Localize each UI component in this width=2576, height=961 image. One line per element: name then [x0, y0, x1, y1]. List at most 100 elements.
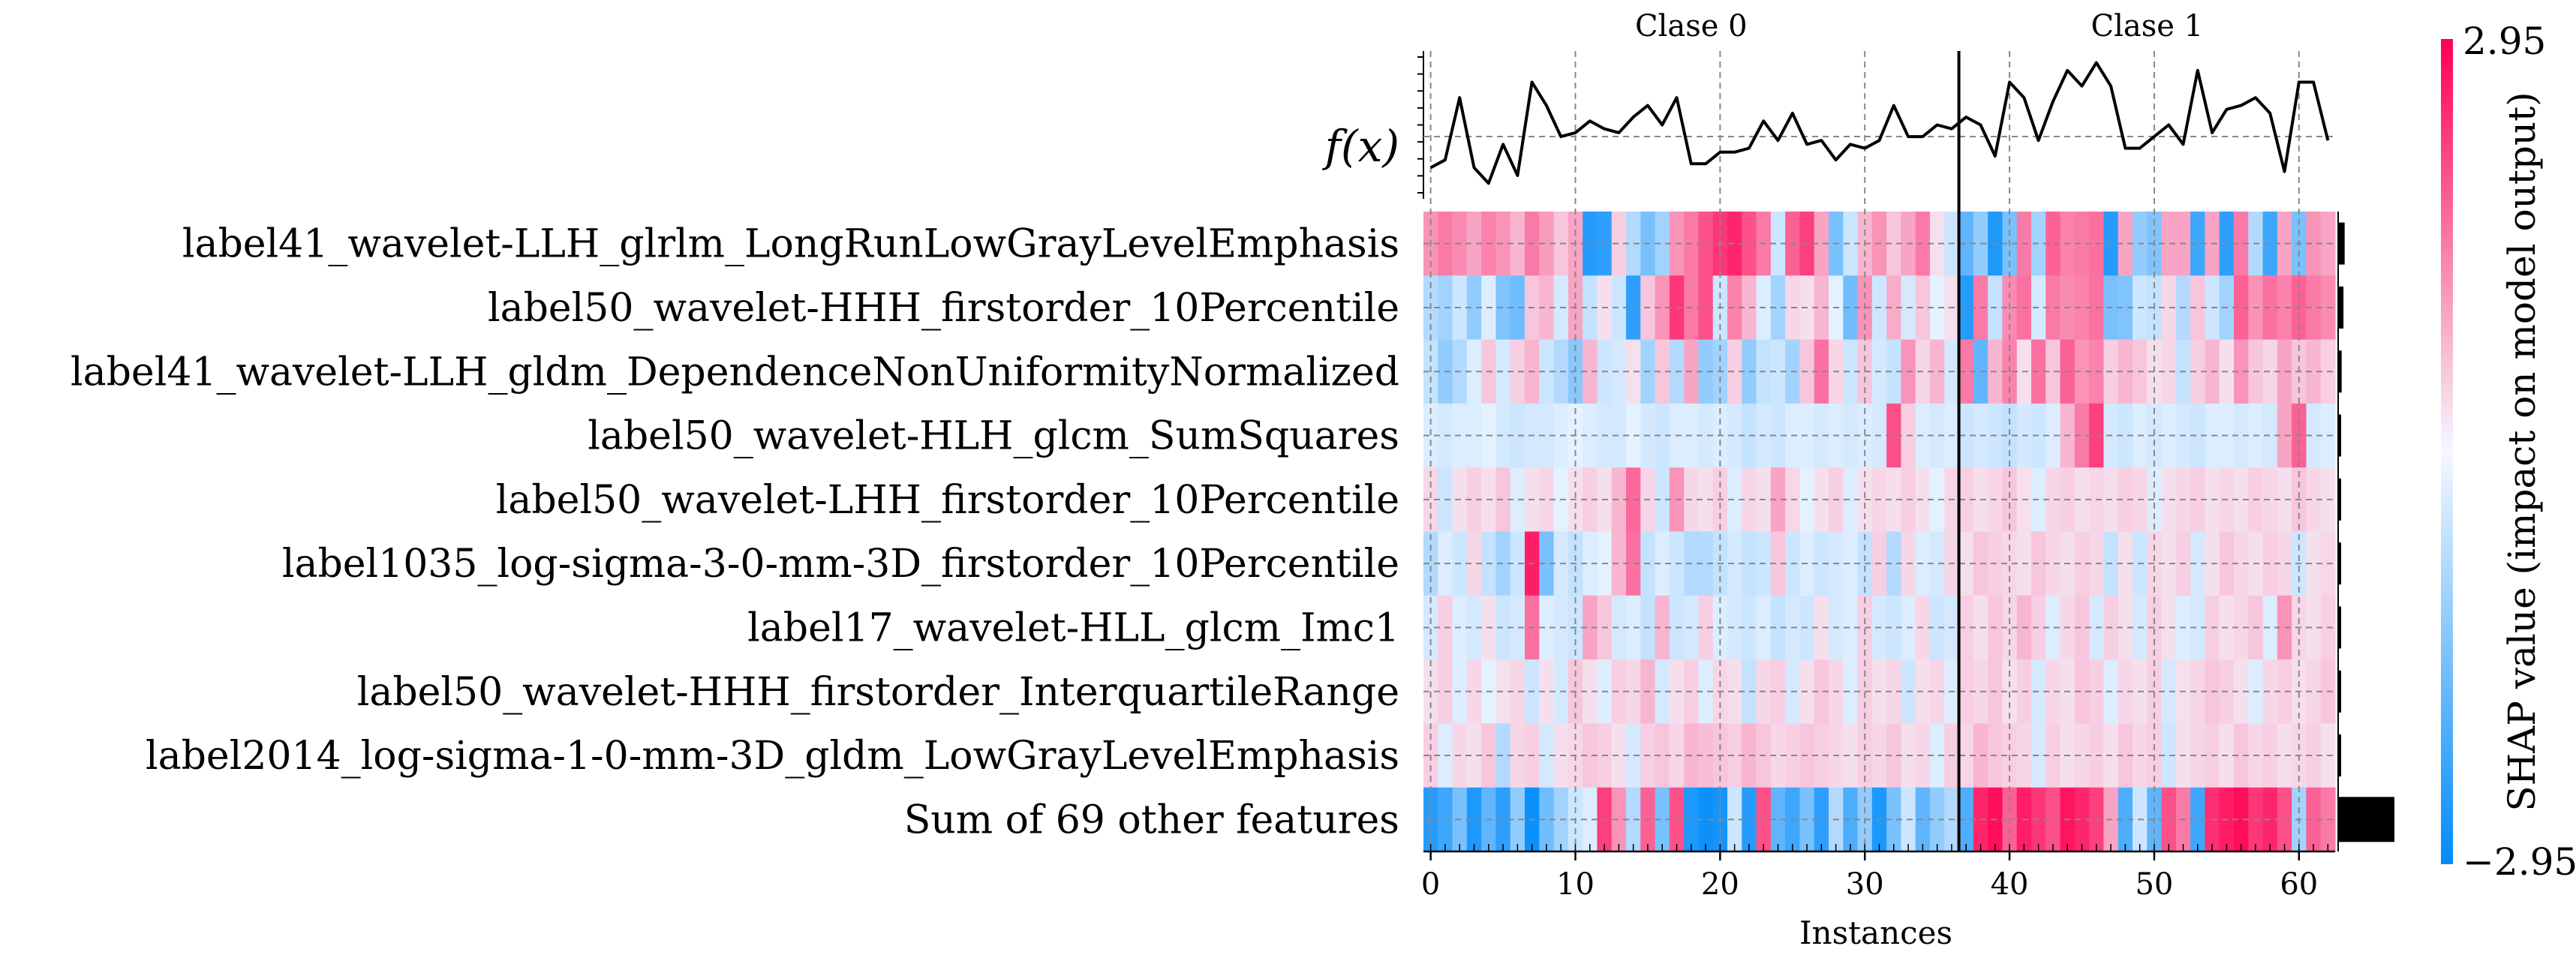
x-tick-label: 40 [1991, 867, 2029, 902]
heat-cell [1958, 403, 1974, 468]
heat-cell [2262, 723, 2278, 788]
heat-cell [2234, 339, 2249, 404]
heat-cell [1770, 531, 1786, 596]
heat-cell [2306, 659, 2322, 724]
heat-cell [1626, 723, 1641, 788]
heat-cell [2002, 467, 2018, 533]
heat-cell [1611, 275, 1627, 341]
heat-cell [2118, 787, 2133, 852]
heat-cell [2147, 595, 2163, 660]
heat-cell [2118, 595, 2133, 660]
heat-cell [1770, 659, 1786, 724]
heat-cell [2074, 339, 2090, 404]
x-axis-label: Instances [1799, 914, 1952, 951]
heat-cell [2277, 339, 2292, 404]
heat-cell [1583, 787, 1598, 852]
heat-cell [1423, 531, 1438, 596]
heat-cell [1958, 595, 1974, 660]
heat-cell [2045, 339, 2061, 404]
heat-cell [2190, 339, 2206, 404]
heat-cell [1958, 467, 1974, 533]
heat-cell [1843, 403, 1859, 468]
heat-cell [1727, 212, 1742, 276]
heat-cell [1495, 531, 1511, 596]
heat-cell [2190, 595, 2206, 660]
importance-bar [2338, 606, 2341, 649]
heat-cell [2118, 339, 2133, 404]
heat-cell [2306, 787, 2322, 852]
heat-cell [1930, 595, 1945, 660]
heat-cell [1655, 467, 1670, 533]
heat-cell [1539, 659, 1555, 724]
heat-cell [1510, 531, 1525, 596]
heat-cell [1626, 595, 1641, 660]
x-tick-label: 30 [1846, 867, 1884, 902]
heat-cell [1626, 659, 1641, 724]
heat-cell [2277, 275, 2292, 341]
feature-label: label2014_log-sigma-1-0-mm-3D_gldm_LowGr… [146, 734, 1399, 779]
heat-cell [1495, 212, 1511, 276]
heat-cell [1843, 212, 1859, 276]
heat-cell [1539, 531, 1555, 596]
heat-cell [1495, 723, 1511, 788]
heat-cell [2074, 659, 2090, 724]
heat-cell [1655, 212, 1670, 276]
feature-label: label41_wavelet-LLH_glrlm_LongRunLowGray… [182, 222, 1399, 267]
heat-cell [2306, 212, 2322, 276]
heat-cell [2262, 595, 2278, 660]
heat-cell [1814, 723, 1829, 788]
heat-cell [2161, 723, 2177, 788]
heat-cell [2262, 212, 2278, 276]
heat-cell [1814, 339, 1829, 404]
heat-cell [1698, 212, 1714, 276]
heat-cell [1495, 403, 1511, 468]
heat-cell [1843, 467, 1859, 533]
heat-cell [1510, 212, 1525, 276]
heat-cell [1583, 275, 1598, 341]
heat-cell [1626, 212, 1641, 276]
heat-cell [1495, 275, 1511, 341]
heat-cell [1583, 403, 1598, 468]
heat-cell [2074, 403, 2090, 468]
heat-cell [1886, 595, 1902, 660]
heat-cell [2234, 787, 2249, 852]
heat-cell [1466, 467, 1482, 533]
heat-cell [2002, 531, 2018, 596]
heat-cell [1930, 659, 1945, 724]
heat-cell [2190, 275, 2206, 341]
heat-cell [2306, 339, 2322, 404]
heat-cell [1814, 403, 1829, 468]
heat-cell [2262, 531, 2278, 596]
heat-cell [1770, 467, 1786, 533]
heat-cell [1510, 787, 1525, 852]
heat-cell [2306, 275, 2322, 341]
heat-cell [1539, 275, 1555, 341]
heat-cell [2161, 403, 2177, 468]
heat-cell [1727, 467, 1742, 533]
heat-cell [1886, 403, 1902, 468]
heat-cell [1655, 275, 1670, 341]
heat-cell [2147, 467, 2163, 533]
heat-cell [1843, 531, 1859, 596]
heat-cell [2306, 403, 2322, 468]
heat-cell [1583, 467, 1598, 533]
feature-label: label50_wavelet-LHH_firstorder_10Percent… [496, 478, 1399, 523]
importance-bar [2338, 542, 2341, 585]
heat-cell [2234, 467, 2249, 533]
heat-cell [1466, 212, 1482, 276]
heat-cell [1626, 531, 1641, 596]
heat-cell [1814, 595, 1829, 660]
heat-cell [1814, 787, 1829, 852]
feature-label: label50_wavelet-HHH_firstorder_Interquar… [357, 670, 1399, 715]
importance-bar [2338, 414, 2341, 457]
heat-cell [2161, 275, 2177, 341]
heat-cell [1510, 339, 1525, 404]
heat-cell [2045, 275, 2061, 341]
heat-cell [2262, 659, 2278, 724]
importance-bar [2338, 222, 2345, 265]
heat-cell [1958, 339, 1974, 404]
heat-cell [1611, 403, 1627, 468]
heat-cell [2234, 403, 2249, 468]
heat-cell [1958, 659, 1974, 724]
